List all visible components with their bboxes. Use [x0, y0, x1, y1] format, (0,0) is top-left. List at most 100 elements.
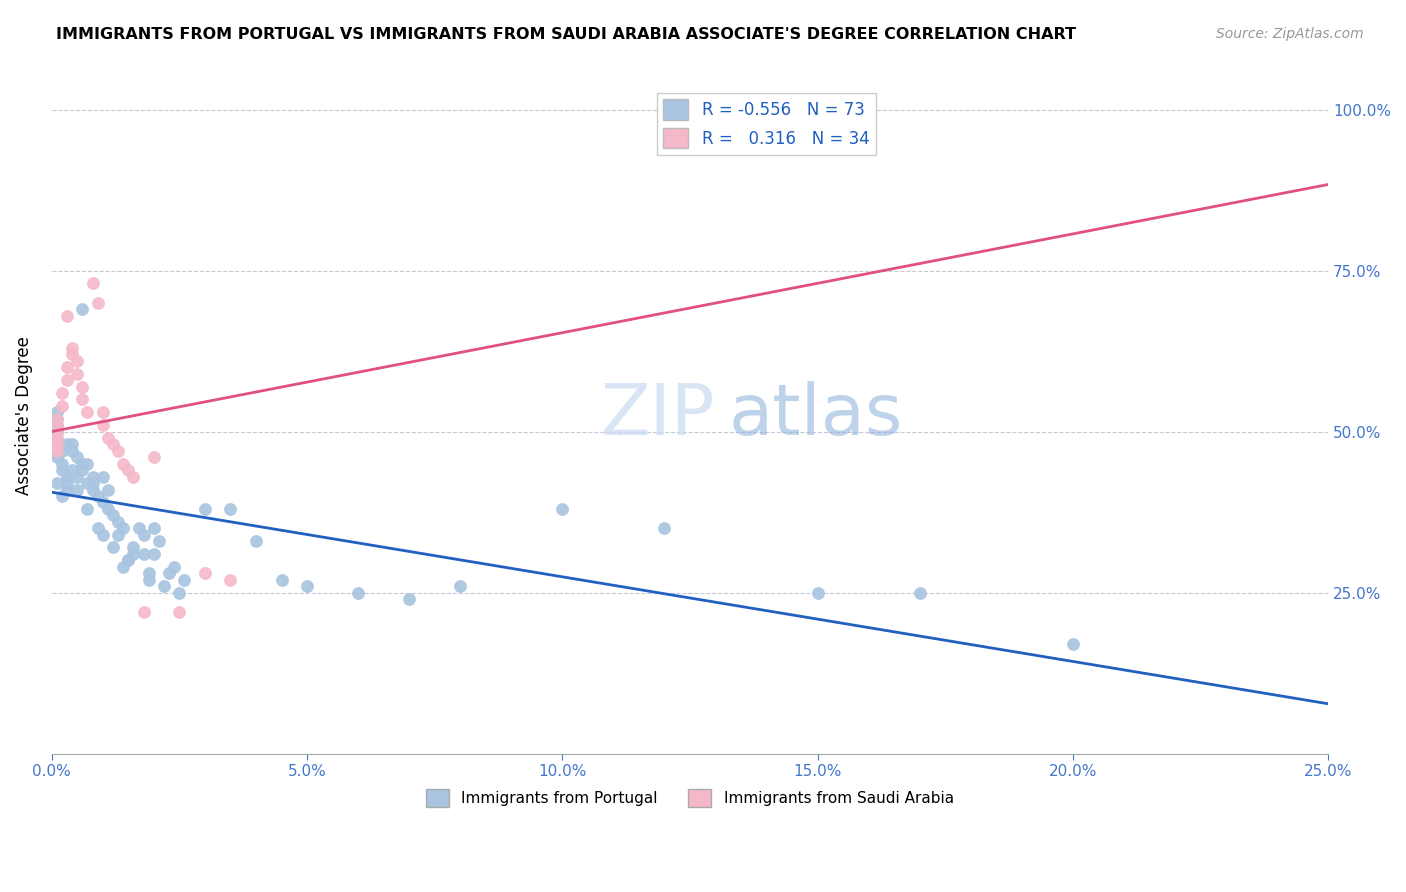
- Point: [51, 489, 73, 503]
- Point: [142, 521, 165, 535]
- Point: [138, 573, 160, 587]
- Point: [142, 450, 165, 465]
- Point: [122, 469, 145, 483]
- Point: [132, 527, 155, 541]
- Y-axis label: Associate's Degree: Associate's Degree: [15, 336, 32, 495]
- Point: [132, 547, 155, 561]
- Point: [51, 463, 73, 477]
- Point: [45, 418, 67, 433]
- Point: [45, 411, 67, 425]
- Point: [66, 483, 89, 497]
- Point: [56, 483, 79, 497]
- Point: [76, 476, 98, 491]
- Text: ZIP: ZIP: [600, 381, 716, 450]
- Point: [245, 534, 267, 549]
- Point: [112, 457, 135, 471]
- Point: [45, 431, 67, 445]
- Point: [654, 521, 676, 535]
- Point: [76, 501, 98, 516]
- Point: [45, 405, 67, 419]
- Point: [45, 425, 67, 439]
- Point: [101, 541, 124, 555]
- Point: [91, 418, 114, 433]
- Point: [122, 541, 145, 555]
- Point: [86, 521, 108, 535]
- Point: [56, 373, 79, 387]
- Point: [91, 405, 114, 419]
- Point: [806, 585, 828, 599]
- Point: [72, 457, 94, 471]
- Point: [97, 431, 120, 445]
- Point: [60, 347, 83, 361]
- Point: [97, 501, 120, 516]
- Point: [1062, 637, 1084, 651]
- Point: [157, 566, 180, 581]
- Point: [56, 476, 79, 491]
- Point: [56, 309, 79, 323]
- Point: [60, 463, 83, 477]
- Point: [101, 508, 124, 523]
- Point: [270, 573, 292, 587]
- Point: [56, 469, 79, 483]
- Point: [56, 360, 79, 375]
- Point: [219, 573, 242, 587]
- Point: [97, 483, 120, 497]
- Point: [347, 585, 370, 599]
- Point: [163, 559, 186, 574]
- Point: [86, 295, 108, 310]
- Point: [51, 399, 73, 413]
- Point: [449, 579, 471, 593]
- Point: [72, 379, 94, 393]
- Text: atlas: atlas: [728, 381, 903, 450]
- Point: [51, 457, 73, 471]
- Point: [60, 341, 83, 355]
- Point: [128, 521, 150, 535]
- Point: [219, 501, 242, 516]
- Point: [66, 469, 89, 483]
- Point: [72, 302, 94, 317]
- Point: [142, 547, 165, 561]
- Point: [117, 553, 139, 567]
- Point: [132, 605, 155, 619]
- Point: [398, 592, 420, 607]
- Point: [45, 443, 67, 458]
- Point: [66, 450, 89, 465]
- Point: [117, 463, 139, 477]
- Point: [101, 437, 124, 451]
- Point: [138, 566, 160, 581]
- Point: [194, 566, 217, 581]
- Text: IMMIGRANTS FROM PORTUGAL VS IMMIGRANTS FROM SAUDI ARABIA ASSOCIATE'S DEGREE CORR: IMMIGRANTS FROM PORTUGAL VS IMMIGRANTS F…: [56, 27, 1076, 42]
- Point: [551, 501, 574, 516]
- Point: [91, 469, 114, 483]
- Point: [76, 457, 98, 471]
- Point: [91, 495, 114, 509]
- Point: [72, 463, 94, 477]
- Point: [60, 437, 83, 451]
- Point: [76, 405, 98, 419]
- Point: [908, 585, 931, 599]
- Point: [45, 476, 67, 491]
- Point: [45, 411, 67, 425]
- Point: [82, 469, 104, 483]
- Point: [122, 547, 145, 561]
- Point: [82, 277, 104, 291]
- Text: Source: ZipAtlas.com: Source: ZipAtlas.com: [1216, 27, 1364, 41]
- Point: [66, 367, 89, 381]
- Point: [194, 501, 217, 516]
- Point: [153, 579, 176, 593]
- Point: [654, 141, 676, 155]
- Point: [45, 431, 67, 445]
- Point: [82, 483, 104, 497]
- Point: [107, 443, 129, 458]
- Point: [107, 515, 129, 529]
- Point: [45, 425, 67, 439]
- Point: [72, 392, 94, 407]
- Point: [51, 386, 73, 401]
- Point: [295, 579, 318, 593]
- Point: [51, 443, 73, 458]
- Point: [112, 559, 135, 574]
- Point: [56, 437, 79, 451]
- Point: [45, 437, 67, 451]
- Point: [45, 450, 67, 465]
- Point: [60, 443, 83, 458]
